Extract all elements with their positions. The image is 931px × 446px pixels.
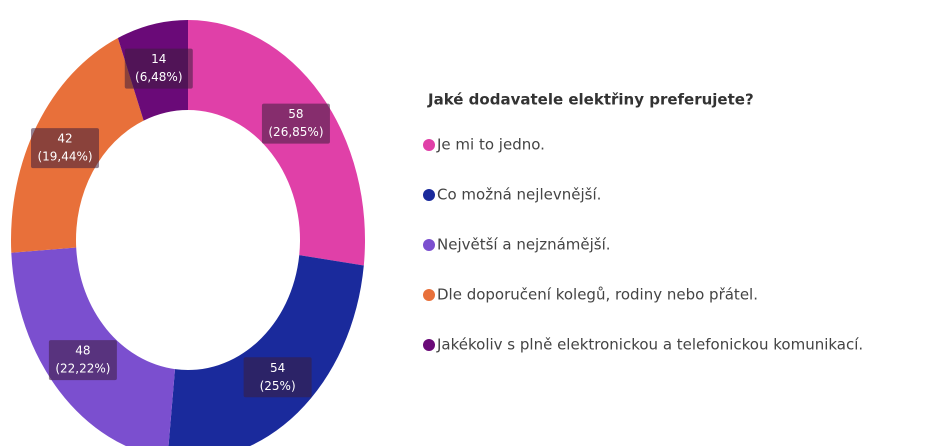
legend-label: Největší a nejznámější. [437, 236, 611, 254]
data-label-value: 54 [270, 361, 285, 375]
data-label-percent: (26,85%) [268, 125, 323, 139]
data-label-percent: (25%) [260, 379, 296, 393]
donut-slice [168, 255, 364, 446]
data-label-value: 58 [288, 107, 303, 121]
data-label-box [243, 357, 312, 398]
data-label-box [48, 340, 117, 381]
data-label-value: 48 [75, 344, 90, 358]
legend-label: Jakékoliv s plně elektronickou a telefon… [436, 336, 863, 354]
legend-label: Je mi to jedno. [436, 136, 545, 154]
legend-swatch [423, 339, 435, 351]
legend-label: Co možná nejlevnější. [437, 186, 601, 204]
legend-swatch [423, 139, 435, 151]
data-label-percent: (6,48%) [135, 70, 182, 84]
legend-title: Jaké dodavatele elektřiny preferujete? [427, 91, 754, 109]
data-label-box [261, 103, 330, 144]
legend-swatch [423, 289, 435, 301]
legend-swatch [423, 189, 435, 201]
legend-swatch [423, 239, 435, 251]
data-label-box [124, 48, 193, 89]
data-label-percent: (19,44%) [37, 150, 92, 164]
data-label-value: 14 [151, 52, 166, 66]
legend-label: Dle doporučení kolegů, rodiny nebo přáte… [437, 286, 758, 304]
data-label-box [31, 128, 100, 169]
data-label-percent: (22,22%) [55, 362, 110, 376]
data-label-value: 42 [57, 132, 72, 146]
